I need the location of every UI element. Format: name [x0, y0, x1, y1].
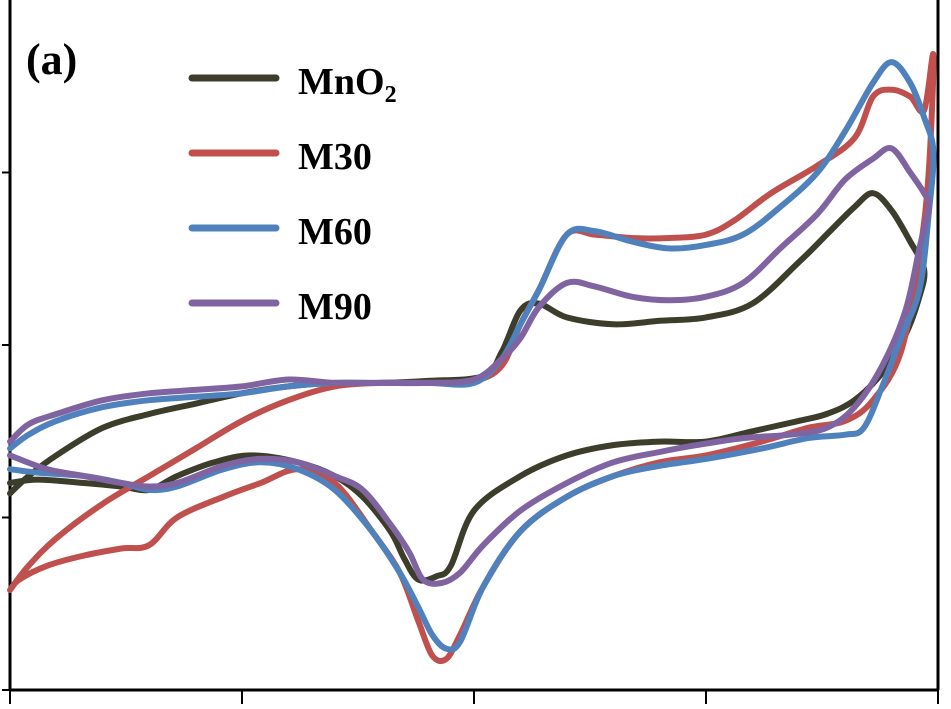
legend: MnO2 M30 M60 M90 — [188, 61, 397, 328]
series-line-m90 — [7, 145, 932, 587]
legend-label-m60: M60 — [298, 211, 372, 253]
series-line-m30 — [7, 51, 937, 665]
plot-frame — [8, 0, 940, 692]
legend-label-m30: M30 — [298, 136, 372, 178]
legend-label-m90: M90 — [298, 286, 372, 328]
panel-label: (a) — [26, 35, 77, 84]
legend-label-text: M30 — [298, 136, 372, 178]
series-layer — [7, 51, 937, 665]
legend-label-mno2: MnO2 — [298, 61, 397, 108]
legend-label-text: MnO — [298, 61, 385, 103]
axis-ticks — [2, 171, 939, 704]
legend-label-text: M60 — [298, 211, 372, 253]
legend-label-text: M90 — [298, 286, 372, 328]
legend-label-subscript: 2 — [385, 82, 397, 108]
